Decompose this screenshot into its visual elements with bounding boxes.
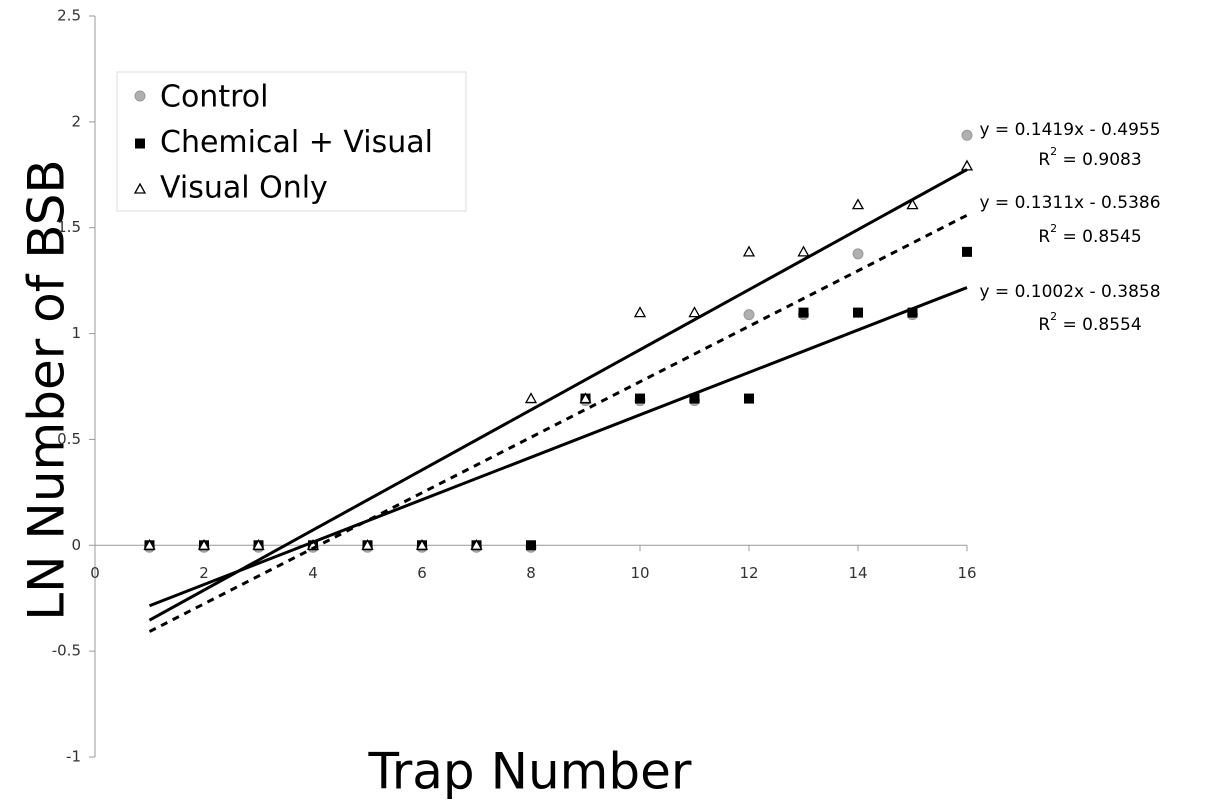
point [633, 306, 647, 318]
point [962, 246, 972, 257]
trendline-r2: R2 = 0.9083 [1038, 145, 1141, 170]
y-tick-label: 0.5 [57, 430, 81, 448]
x-tick-label: 12 [739, 564, 758, 582]
trendline [148, 168, 968, 622]
y-tick-label: -0.5 [52, 642, 81, 660]
point [524, 392, 538, 404]
trendline [148, 213, 968, 633]
point [851, 198, 865, 210]
r2-sup: 2 [1050, 222, 1057, 235]
point [135, 138, 145, 149]
r2-value: = 0.9083 [1057, 150, 1142, 170]
trendline-equation: y = 0.1311x - 0.5386 [979, 193, 1160, 213]
point [744, 393, 754, 404]
point [798, 307, 809, 318]
r2-value: = 0.8545 [1057, 227, 1142, 247]
point [907, 307, 918, 318]
point [852, 248, 864, 260]
x-tick-label: 6 [417, 564, 427, 582]
point [134, 90, 146, 102]
r2-sup: 2 [1050, 145, 1057, 158]
point [579, 392, 592, 404]
x-tick-label: 14 [848, 564, 867, 582]
point [961, 129, 973, 141]
x-tick-label: 0 [90, 564, 100, 582]
r2-sup: 2 [1050, 310, 1057, 323]
point [743, 309, 755, 321]
trendline-r2: R2 = 0.8554 [1038, 310, 1141, 335]
trendline-equation: y = 0.1419x - 0.4955 [979, 120, 1160, 140]
r2-base: R [1038, 150, 1050, 170]
point [906, 198, 919, 210]
y-tick-label: 2 [71, 112, 81, 130]
point [415, 538, 429, 550]
r2-base: R [1038, 227, 1050, 247]
x-tick-label: 8 [526, 564, 536, 582]
legend-label: Visual Only [160, 171, 328, 206]
y-tick-label: 2.5 [57, 7, 81, 25]
point [688, 306, 701, 318]
trendline-equation: y = 0.1002x - 0.3858 [979, 282, 1160, 302]
r2-value: = 0.8554 [1057, 315, 1142, 335]
y-tick-label: 1.5 [57, 218, 81, 236]
point [635, 393, 645, 404]
y-tick-label: 0 [71, 536, 81, 554]
x-tick-label: 4 [308, 564, 318, 582]
point [361, 538, 374, 550]
point [689, 393, 700, 404]
x-tick-label: 10 [630, 564, 649, 582]
r2-base: R [1038, 315, 1050, 335]
point [797, 245, 810, 257]
point [252, 538, 265, 550]
point [742, 245, 756, 257]
legend-box [116, 71, 467, 212]
point [133, 182, 147, 194]
point [197, 538, 211, 550]
y-tick-label: 1 [71, 324, 81, 342]
point [526, 540, 536, 551]
x-tick-label: 2 [199, 564, 209, 582]
legend-label: Chemical + Visual [160, 125, 433, 160]
point [853, 307, 863, 318]
trendline [148, 286, 968, 608]
x-tick-label: 16 [957, 564, 976, 582]
point [960, 159, 974, 171]
y-tick-label: -1 [66, 748, 81, 766]
x-axis-title: Trap Number [368, 743, 692, 801]
y-axis-title: LN Number of BSB [18, 159, 76, 620]
point [470, 538, 483, 550]
point [143, 538, 156, 550]
legend-label: Control [160, 80, 268, 115]
trendline-r2: R2 = 0.8545 [1038, 222, 1141, 247]
